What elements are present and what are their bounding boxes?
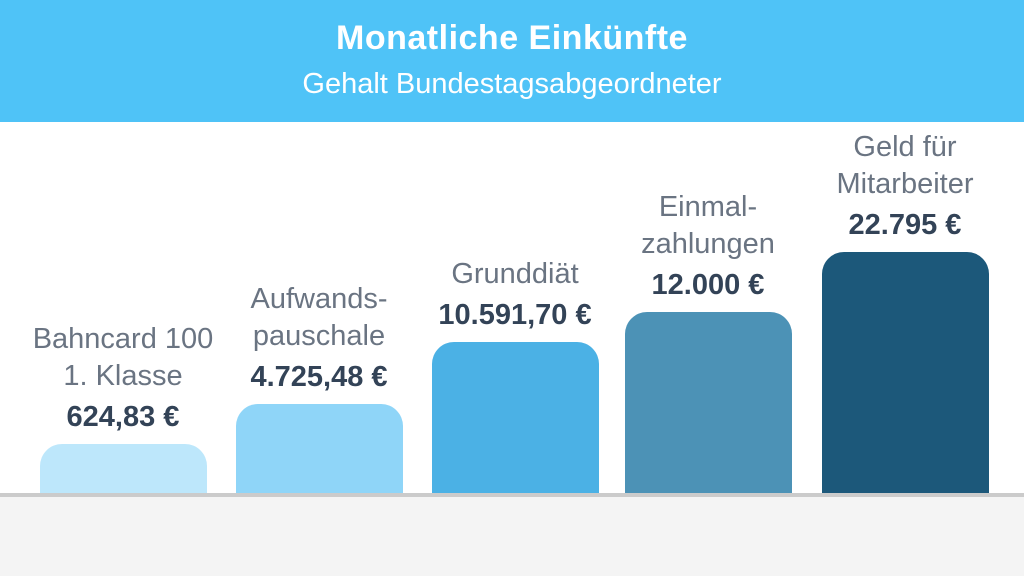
bar-aufwandspauschale — [235, 404, 403, 493]
bar-group-bahncard: Bahncard 100 1. Klasse 624,83 € — [13, 321, 233, 493]
bar-label-line2: Mitarbeiter — [836, 168, 974, 200]
bar-label: Grunddiät — [451, 256, 578, 293]
bar-label: Geld für Mitarbeiter — [837, 129, 974, 203]
bar-value: 4.725,48 € — [250, 361, 388, 393]
bar-bahncard — [39, 444, 207, 493]
bar-label: Bahncard 100 1. Klasse — [33, 321, 214, 395]
bar-value: 22.795 € — [848, 209, 962, 241]
bar-value: 12.000 € — [651, 269, 765, 301]
bar-label-line2: pauschale — [252, 320, 386, 352]
bar-mitarbeiter — [821, 252, 989, 493]
bar-value: 624,83 € — [66, 401, 180, 433]
bar-group-mitarbeiter: Geld für Mitarbeiter 22.795 € — [795, 129, 1015, 493]
header-banner: Monatliche Einkünfte Gehalt Bundestagsab… — [0, 0, 1024, 122]
bar-group-grunddiaet: Grunddiät 10.591,70 € — [405, 256, 625, 493]
bar-label-line1: Aufwands- — [250, 283, 388, 315]
bar-label-line1: Bahncard 100 — [32, 323, 214, 355]
bar-label: Aufwands- pauschale — [250, 281, 387, 355]
bar-group-aufwandspauschale: Aufwands- pauschale 4.725,48 € — [209, 281, 429, 493]
bar-group-einmalzahlungen: Einmal- zahlungen 12.000 € — [598, 189, 818, 493]
bar-einmalzahlungen — [624, 312, 792, 493]
footer-area — [0, 497, 1024, 576]
bar-label-line1: Grunddiät — [451, 258, 579, 290]
bar-label-line1: Geld für — [853, 131, 957, 163]
bar-grunddiaet — [431, 342, 599, 493]
bar-label-line2: 1. Klasse — [63, 360, 183, 392]
chart-subtitle: Gehalt Bundestagsabgeordneter — [302, 68, 722, 100]
chart-title: Monatliche Einkünfte — [336, 19, 688, 57]
floor-line — [0, 493, 1024, 497]
bar-value: 10.591,70 € — [438, 299, 592, 331]
bar-label-line1: Einmal- — [658, 191, 758, 223]
bar-label: Einmal- zahlungen — [641, 189, 775, 263]
bar-label-line2: zahlungen — [641, 228, 775, 260]
